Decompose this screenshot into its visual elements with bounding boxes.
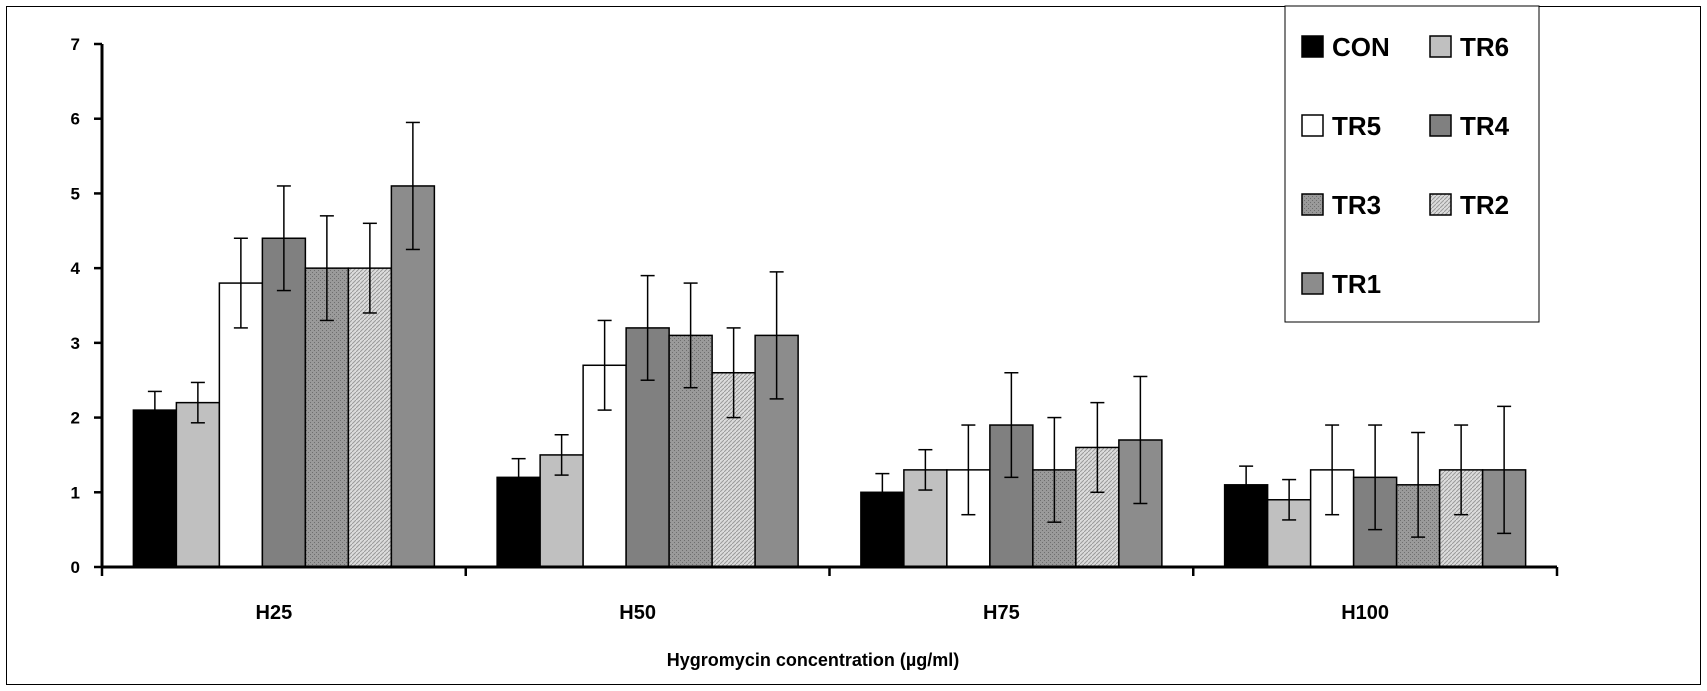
legend-label-tr3: TR3 xyxy=(1332,190,1381,220)
legend-swatch-tr1 xyxy=(1301,272,1324,295)
legend-swatch-tr3 xyxy=(1301,193,1324,216)
bar-con-h25 xyxy=(132,409,178,568)
legend-label-tr6: TR6 xyxy=(1460,32,1509,62)
legend: CON TR6 TR5 TR4 TR3 TR2 TR1 xyxy=(1284,5,1540,323)
legend-label-tr2: TR2 xyxy=(1460,190,1509,220)
legend-box xyxy=(1284,5,1540,323)
legend-swatch-con xyxy=(1301,35,1324,58)
y-tick-label: 0 xyxy=(71,558,80,577)
legend-label-tr1: TR1 xyxy=(1332,269,1381,299)
y-tick-label: 6 xyxy=(71,110,80,129)
bar-tr2-h25 xyxy=(347,267,393,568)
x-axis-title: Hygromycin concentration (µg/ml) xyxy=(667,650,959,670)
y-tick-label: 1 xyxy=(71,483,80,502)
y-tick-label: 3 xyxy=(71,334,80,353)
bar-tr6-h25 xyxy=(175,401,221,568)
y-tick-label: 5 xyxy=(71,184,80,203)
legend-swatch-tr2 xyxy=(1429,193,1452,216)
y-tick-label: 7 xyxy=(71,35,80,54)
y-tick-label: 2 xyxy=(71,409,80,428)
x-category-label: H50 xyxy=(619,602,656,624)
plot-area: 0 1 2 3 4 5 6 7 H25 H50 H75 H100 xyxy=(71,35,1559,624)
chart-frame xyxy=(6,6,1701,685)
x-category-label: H25 xyxy=(256,602,293,624)
legend-swatch-tr5 xyxy=(1301,114,1324,137)
legend-label-tr5: TR5 xyxy=(1332,111,1381,141)
legend-label-tr4: TR4 xyxy=(1460,111,1510,141)
y-tick-label: 4 xyxy=(71,259,81,278)
x-category-label: H75 xyxy=(983,602,1020,624)
legend-swatch-tr6 xyxy=(1429,35,1452,58)
legend-swatch-tr4 xyxy=(1429,114,1452,137)
x-category-label: H100 xyxy=(1341,602,1389,624)
legend-label-con: CON xyxy=(1332,32,1390,62)
